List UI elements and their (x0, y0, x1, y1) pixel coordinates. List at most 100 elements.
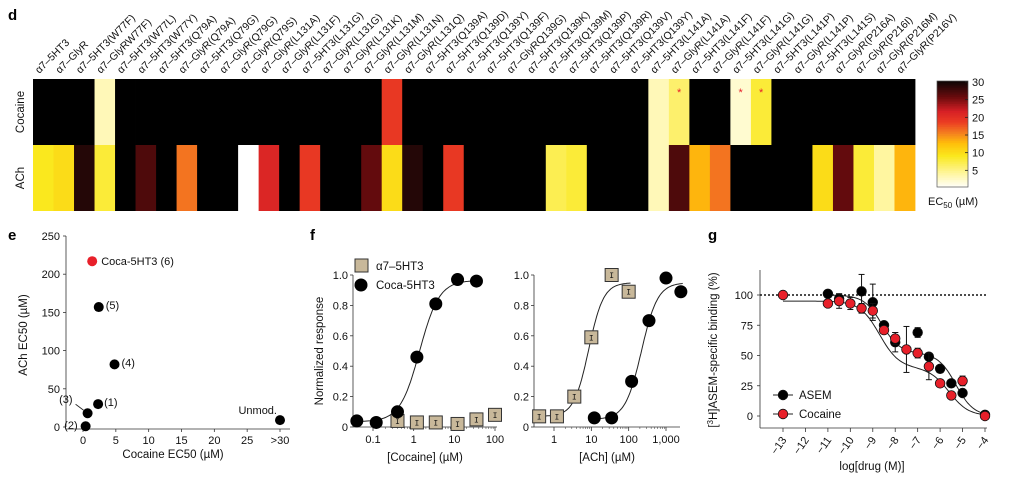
point-label: (3) (59, 394, 72, 406)
y-axis-label: Normalized response (314, 297, 326, 406)
data-point-square (450, 416, 465, 431)
heatmap-cell (894, 79, 916, 145)
heatmap-cell (238, 79, 260, 145)
colorbar-swatch (937, 144, 968, 147)
point-label: Coca-5HT3 (6) (101, 256, 174, 268)
dose-response-cocaine: 0 0.2 0.4 0.6 0.8 1.0 0.1 1 10 100 [Cocaine] (µM) N… (314, 258, 504, 464)
colorbar-tick-label: 15 (972, 130, 984, 142)
error-bar: I (555, 413, 560, 422)
y-tick-label: 0.8 (333, 300, 348, 312)
heatmap-cell (381, 145, 403, 211)
data-point-circle (390, 405, 404, 419)
colorbar-swatch (937, 82, 968, 86)
x-tick-label: −5 (952, 435, 969, 452)
data-point (275, 415, 285, 426)
heatmap-cell (484, 145, 506, 211)
colorbar-swatch (937, 111, 968, 114)
heatmap-cell (832, 79, 854, 145)
error-bar: I (589, 334, 594, 343)
row-label: Cocaine (15, 91, 27, 133)
data-point-square (488, 407, 502, 422)
heatmap-cell (730, 79, 752, 145)
heatmap-cell (689, 145, 711, 211)
heatmap-cell (730, 145, 752, 211)
heatmap-cell (443, 145, 465, 211)
heatmap-cell (340, 145, 362, 211)
colorbar-swatch (937, 93, 968, 96)
scatter-e: 0 50 100 150 200 250 0 5 10 15 20 25 >30 Cocaine EC50… (18, 231, 290, 461)
x-tick-label: 100 (486, 434, 504, 446)
data-point-circle (605, 411, 619, 425)
heatmap-cell (689, 79, 711, 145)
heatmap-cell (648, 145, 670, 211)
colorbar-swatch (937, 174, 968, 177)
x-tick-label: −11 (814, 435, 834, 456)
y-tick-label: 150 (42, 307, 60, 319)
heatmap-cell (853, 145, 875, 211)
heatmap-cell (361, 79, 383, 145)
x-axis-label: Cocaine EC50 (µM) (122, 449, 223, 461)
binding-curve-g: 0 25 50 75 100 −13 −12 −11 −10 −9 −8 −7 −6 −5 −4 log[dr… (706, 270, 991, 473)
colorbar-swatch (937, 137, 968, 140)
point-label: (4) (122, 357, 135, 369)
heatmap-cell (709, 145, 731, 211)
data-point-circle (451, 273, 465, 287)
y-tick-label: 0.6 (333, 331, 348, 343)
heatmap-cell (750, 145, 772, 211)
colorbar-swatch (937, 121, 968, 124)
heatmap-cell (709, 79, 731, 145)
data-point (109, 359, 120, 370)
heatmap-cell (586, 145, 608, 211)
y-tick-label: 0 (54, 422, 60, 434)
colorbar-swatch (937, 134, 968, 137)
data-point-circle (429, 297, 443, 311)
heatmap-cell (771, 145, 793, 211)
x-tick-label: 0 (80, 435, 86, 447)
colorbar-swatch (937, 176, 968, 179)
x-tick-label: −4 (974, 435, 991, 452)
data-point-square (621, 284, 636, 299)
colorbar-swatch (937, 132, 968, 135)
data-point (82, 408, 93, 419)
y-tick-label: 75 (741, 320, 753, 332)
x-tick-label: −6 (930, 435, 947, 452)
heatmap-cell (525, 79, 547, 145)
heatmap-cell (217, 79, 239, 145)
x-tick-label: −7 (907, 435, 924, 452)
heatmap-cell (463, 145, 485, 211)
x-tick-label: 0.1 (365, 434, 380, 446)
heatmap-cell (484, 79, 506, 145)
heatmap-cell (361, 145, 383, 211)
heatmap-cell (320, 79, 342, 145)
data-point (890, 333, 901, 344)
colorbar-swatch (937, 84, 968, 87)
data-point-square (567, 389, 582, 404)
x-tick-label: 25 (241, 435, 253, 447)
heatmap-cell (299, 145, 321, 211)
data-point (979, 410, 991, 422)
y-tick-label: 1.0 (514, 270, 529, 282)
heatmap-cell (197, 145, 219, 211)
colorbar-tick-label: 5 (972, 165, 978, 177)
data-point (957, 387, 968, 399)
panel-letter-f: f (310, 227, 316, 244)
heatmap-cell (53, 79, 75, 145)
heatmap-cell (894, 145, 916, 211)
heatmap-cell (258, 79, 280, 145)
data-point (845, 298, 856, 309)
y-tick-label: 50 (48, 384, 60, 396)
heatmap-cell (176, 79, 198, 145)
data-point (946, 378, 957, 389)
heatmap-cell (176, 145, 198, 211)
colorbar-swatch (937, 162, 968, 165)
data-point-circle (642, 314, 656, 328)
data-point-circle (410, 350, 424, 364)
data-point-circle (350, 414, 364, 428)
heatmap-cell (463, 79, 485, 145)
data-point-circle (587, 411, 601, 425)
heatmap-cell (853, 79, 875, 145)
data-point-circle (369, 415, 383, 429)
legend-label: ASEM (799, 390, 832, 402)
colorbar-label: EC50 (µM) (928, 196, 978, 210)
data-point (777, 289, 789, 301)
